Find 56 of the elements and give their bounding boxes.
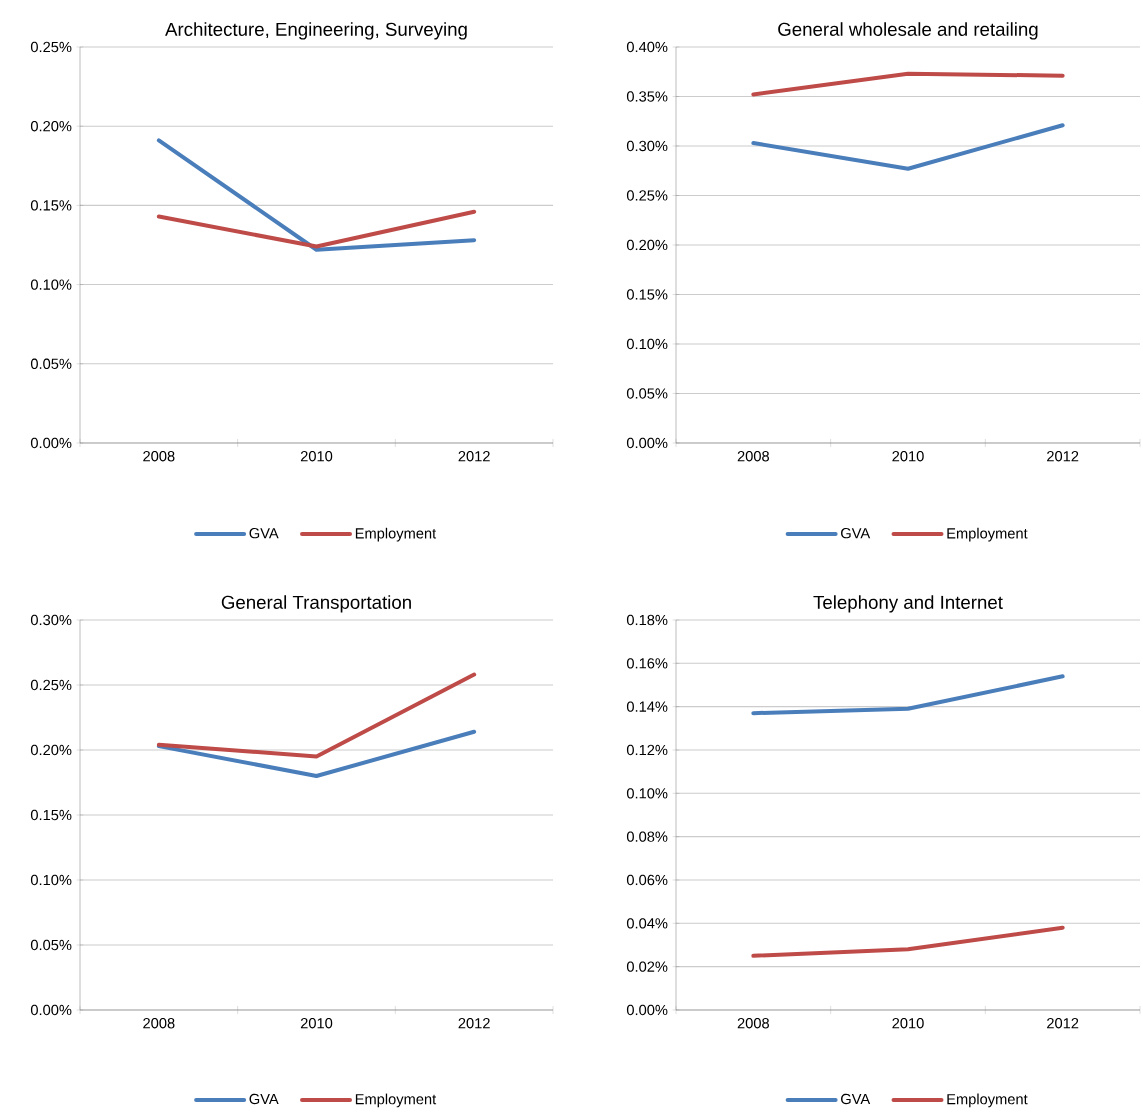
legend-label: Employment [947,1093,1028,1108]
chart-title: Telephony and Internet [813,595,1003,613]
legend-label: GVA [249,1093,279,1105]
y-tick-label: 0.20% [30,744,72,756]
y-tick-label: 0.00% [30,1004,72,1016]
y-tick-label: 0.30% [626,140,668,152]
y-tick-label: 0.05% [30,358,72,369]
y-tick-label: 0.20% [626,239,668,251]
x-tick-label: 2008 [143,1018,175,1029]
x-tick-label: 2010 [892,1018,924,1029]
y-tick-label: 0.35% [626,91,668,102]
y-tick-label: 0.25% [30,679,72,691]
legend-label: GVA [841,527,871,539]
y-tick-label: 0.05% [626,388,668,399]
y-tick-label: 0.02% [626,961,668,972]
x-tick-label: 2010 [300,451,333,462]
y-tick-label: 0.00% [30,437,72,449]
y-tick-label: 0.05% [30,939,72,951]
x-tick-label: 2010 [892,451,924,462]
x-tick-label: 2008 [737,1018,769,1029]
y-tick-label: 0.10% [626,338,668,350]
y-tick-label: 0.25% [30,41,72,53]
x-tick-label: 2012 [458,451,490,462]
y-tick-label: 0.16% [626,658,668,669]
y-tick-label: 0.04% [626,918,668,929]
y-tick-label: 0.18% [626,614,668,626]
legend-label: GVA [841,1093,871,1105]
chart-title: General wholesale and retailing [778,22,1038,40]
y-tick-label: 0.14% [626,701,668,712]
y-tick-label: 0.10% [626,788,668,799]
y-tick-label: 0.30% [30,614,72,626]
y-tick-label: 0.00% [626,1004,668,1016]
x-tick-label: 2008 [737,451,769,462]
x-tick-label: 2010 [300,1018,333,1029]
y-tick-label: 0.00% [626,437,668,449]
y-tick-label: 0.15% [30,809,72,821]
chart-title: Architecture, Engineering, Surveying [165,22,467,40]
y-tick-label: 0.20% [30,121,72,132]
y-tick-label: 0.10% [30,279,72,290]
chart-title: General Transportation [221,595,411,613]
y-tick-label: 0.15% [626,289,668,300]
y-tick-label: 0.10% [30,874,72,886]
y-tick-label: 0.06% [626,874,668,886]
x-tick-label: 2012 [458,1018,490,1029]
legend-label: Employment [947,527,1028,542]
x-tick-label: 2012 [1047,451,1079,462]
legend-label: Employment [355,527,437,542]
y-tick-label: 0.40% [626,41,668,53]
legend-label: GVA [249,527,279,539]
x-tick-label: 2008 [143,451,175,462]
y-tick-label: 0.12% [626,744,668,756]
y-tick-label: 0.08% [626,831,668,842]
legend-label: Employment [355,1093,437,1108]
y-tick-label: 0.15% [30,200,72,211]
y-tick-label: 0.25% [626,190,668,201]
x-tick-label: 2012 [1047,1018,1079,1029]
